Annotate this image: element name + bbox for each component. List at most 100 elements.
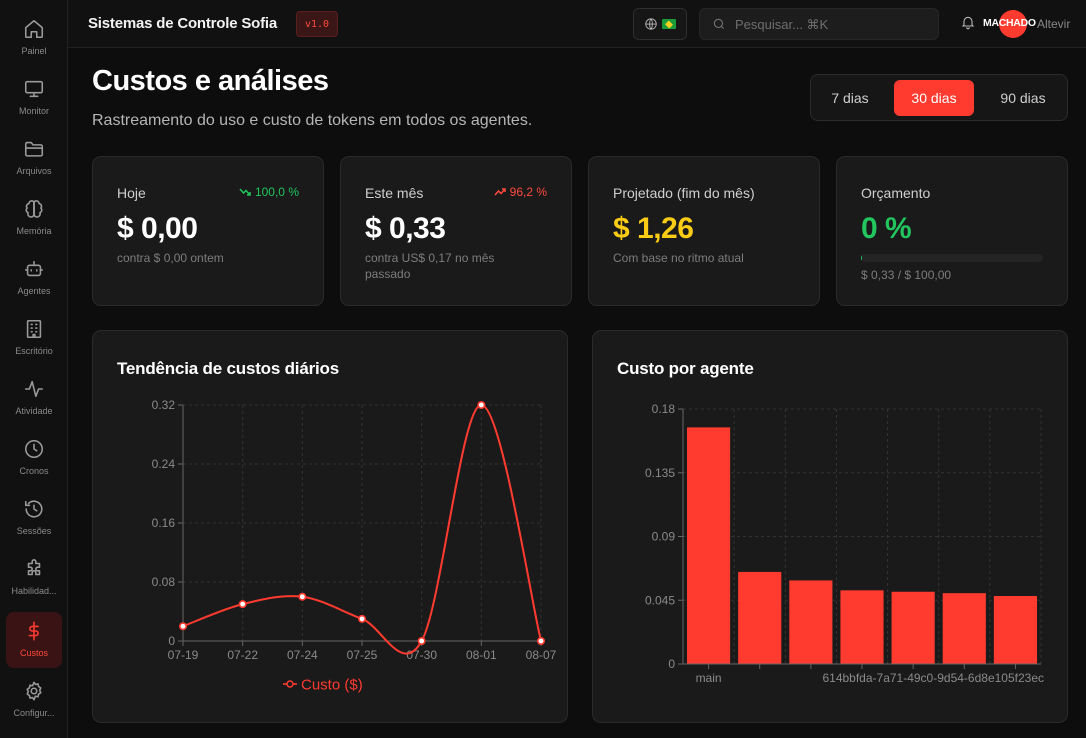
agent-cost-chart-card: Custo por agente 0 0.045 0.09 0.135 0.18 main…: [592, 330, 1068, 723]
gear-icon: [26, 681, 42, 701]
stat-value: 0 %: [861, 212, 912, 245]
y-tick-label: 0: [168, 634, 175, 648]
sidebar-item-cronos[interactable]: Cronos: [6, 430, 62, 486]
data-point: [357, 614, 366, 623]
x-tick-label: main: [696, 671, 722, 685]
sidebar-item-label: Memória: [16, 226, 52, 236]
y-tick-label: 0.045: [645, 593, 675, 607]
legend-label: Custo ($): [301, 677, 363, 694]
bar: [840, 590, 884, 664]
history-icon: [24, 500, 43, 518]
notifications-button[interactable]: [960, 14, 978, 32]
stat-note: contra US$ 0,17 no mês passado: [365, 251, 495, 281]
y-tick-label: 0.09: [652, 530, 676, 544]
stat-label: Projetado (fim do mês): [613, 185, 755, 201]
building-icon: [26, 319, 42, 339]
sidebar-item-configuracoes[interactable]: Configur...: [6, 672, 62, 728]
search-box[interactable]: [699, 8, 939, 40]
home-icon: [24, 19, 44, 39]
sidebar: Painel Monitor Arquivos Memória Agentes …: [0, 0, 68, 738]
sidebar-item-label: Sessões: [16, 526, 52, 536]
folder-icon: [24, 141, 44, 157]
page-title: Custos e análises: [92, 65, 329, 97]
bot-icon: [24, 260, 44, 277]
sidebar-item-label: Arquivos: [16, 166, 52, 176]
activity-icon: [24, 380, 44, 398]
bar: [942, 593, 986, 664]
y-tick-label: 0.18: [652, 402, 676, 416]
bar: [687, 427, 731, 664]
stat-value: $ 1,26: [613, 212, 694, 245]
trend-value: 100,0 %: [254, 185, 299, 199]
series-line: [182, 403, 542, 655]
legend-marker: [286, 680, 294, 688]
app-title: Sistemas de Controle Sofia: [88, 15, 278, 32]
x-tick-label: 08-01: [466, 648, 497, 662]
monitor-icon: [24, 80, 44, 98]
range-30-days-button[interactable]: 30 dias: [894, 80, 974, 116]
data-point: [417, 636, 426, 645]
trend-value: 96,2 %: [509, 185, 547, 199]
chart-title: Custo por agente: [617, 359, 754, 378]
range-7-days-button[interactable]: 7 dias: [831, 90, 869, 106]
sidebar-item-memoria[interactable]: Memória: [6, 190, 62, 246]
clock-icon: [24, 439, 44, 459]
stat-label: Orçamento: [861, 185, 931, 201]
x-tick-label: 614bbfda-7a71-49c0-9d54-6d8e105f23ec: [822, 671, 1044, 685]
stat-card-budget: Orçamento 0 % $ 0,33 / $ 100,00: [836, 156, 1068, 306]
sidebar-item-label: Cronos: [19, 466, 49, 476]
agent-cost-bar-chart: 0 0.045 0.09 0.135 0.18 main 614bbfda-7a71-49c…: [645, 402, 1044, 685]
sidebar-item-sessoes[interactable]: Sessões: [6, 490, 62, 546]
trend-badge: 100,0 %: [239, 185, 299, 199]
sidebar-item-habilidades[interactable]: Habilidad...: [6, 550, 62, 606]
x-tick-label: 07-30: [406, 648, 437, 662]
x-tick-label: 07-19: [168, 648, 199, 662]
top-header: Sistemas de Controle Sofia v1.0 Altevir …: [68, 0, 1086, 48]
stat-note: contra $ 0,00 ontem: [117, 251, 224, 265]
avatar[interactable]: [999, 10, 1027, 38]
data-point: [536, 636, 545, 645]
y-tick-label: 0.08: [152, 575, 176, 589]
sidebar-item-escritorio[interactable]: Escritório: [6, 310, 62, 366]
y-tick-label: 0.24: [152, 457, 176, 471]
version-badge: v1.0: [296, 11, 339, 37]
data-point: [298, 592, 307, 601]
dollar-icon: [28, 621, 39, 641]
x-tick-label: 07-25: [347, 648, 378, 662]
trend-up-icon: [494, 188, 506, 196]
language-selector[interactable]: [633, 8, 687, 40]
stat-card-month: Este mês 96,2 % $ 0,33 contra US$ 0,17 n…: [340, 156, 572, 306]
x-tick-label: 07-24: [287, 648, 318, 662]
sidebar-item-agentes[interactable]: Agentes: [6, 250, 62, 306]
data-point: [179, 622, 188, 631]
search-input[interactable]: [735, 16, 925, 32]
data-point: [477, 401, 486, 410]
stat-value: $ 0,00: [117, 212, 198, 245]
budget-progress-bar: [861, 254, 1043, 262]
chart-title: Tendência de custos diários: [117, 359, 339, 378]
stat-value: $ 0,33: [365, 212, 446, 245]
budget-progress-fill: [861, 254, 863, 262]
sidebar-item-label: Configur...: [13, 708, 55, 718]
sidebar-item-painel[interactable]: Painel: [6, 10, 62, 66]
sidebar-item-atividade[interactable]: Atividade: [6, 370, 62, 426]
bar: [891, 591, 935, 664]
trend-badge: 96,2 %: [494, 185, 547, 199]
date-range-selector: 7 dias 30 dias 90 dias: [810, 74, 1068, 121]
puzzle-icon: [27, 559, 41, 576]
avatar-label: MACHADO: [983, 17, 1036, 29]
sidebar-item-label: Escritório: [15, 346, 53, 356]
sidebar-item-label: Monitor: [18, 106, 49, 116]
stat-label: Este mês: [365, 185, 424, 201]
brain-icon: [25, 200, 43, 218]
range-90-days-button[interactable]: 90 dias: [1000, 90, 1046, 106]
daily-cost-line-chart: 0 0.08 0.16 0.24 0.32 07-19 07-22 07-24 07-25 07-…: [152, 398, 557, 694]
sidebar-item-custos[interactable]: Custos: [6, 612, 62, 668]
sidebar-item-label: Habilidad...: [11, 586, 57, 596]
search-icon: [713, 18, 725, 30]
sidebar-item-arquivos[interactable]: Arquivos: [6, 130, 62, 186]
sidebar-item-monitor[interactable]: Monitor: [6, 70, 62, 126]
sidebar-item-label: Atividade: [15, 406, 53, 416]
stat-label: Hoje: [117, 185, 146, 201]
